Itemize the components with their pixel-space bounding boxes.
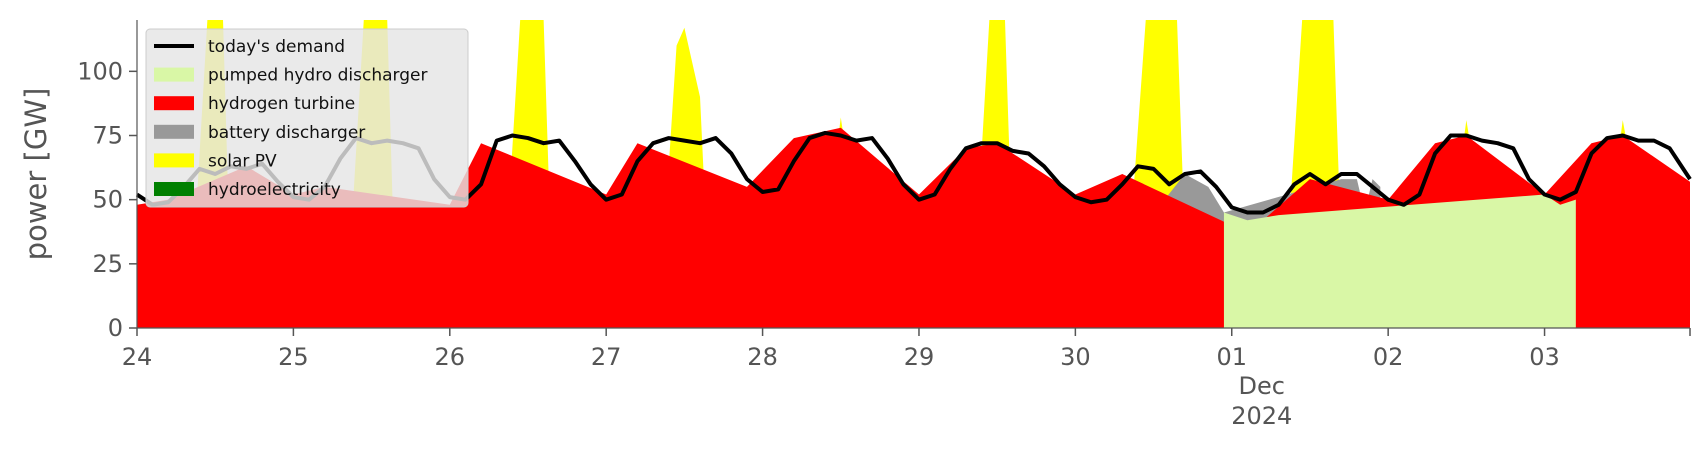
legend-swatch-battery-discharger <box>154 124 194 139</box>
y-tick-label: 25 <box>92 250 123 278</box>
x-tick-label: 01 <box>1216 343 1247 371</box>
legend-swatch-solar-pv <box>154 153 194 168</box>
legend-box <box>145 28 469 208</box>
x-month-label: Dec <box>1239 372 1285 400</box>
legend-label-hydroelectricity: hydroelectricity <box>208 180 341 200</box>
y-tick-label: 0 <box>108 314 123 342</box>
x-tick-label: 27 <box>591 343 622 371</box>
legend-swatch-hydroelectricity <box>154 182 194 196</box>
legend-label-hydrogen-turbine: hydrogen turbine <box>208 94 355 114</box>
y-tick-label: 100 <box>77 57 123 85</box>
legend-swatch-hydrogen-turbine <box>154 96 194 111</box>
x-tick-label: 24 <box>122 343 153 371</box>
x-tick-label: 25 <box>278 343 309 371</box>
legend: today's demand pumped hydro discharger hyd… <box>145 28 469 208</box>
area-series-group <box>137 20 1690 328</box>
x-year-label: 2024 <box>1231 402 1292 430</box>
y-tick-label: 50 <box>92 186 123 214</box>
x-tick-label: 30 <box>1060 343 1091 371</box>
area-pumped-hydro-discharger <box>1223 194 1576 328</box>
x-tick-label: 03 <box>1529 343 1560 371</box>
legend-label-battery-discharger: battery discharger <box>208 123 365 143</box>
x-tick-label: 02 <box>1373 343 1404 371</box>
x-tick-label: 28 <box>747 343 778 371</box>
y-axis-label: power [GW] <box>19 88 53 261</box>
legend-label-today-s-demand: today's demand <box>208 37 345 57</box>
x-tick-label: 29 <box>904 343 935 371</box>
y-tick-label: 75 <box>92 122 123 150</box>
x-tick-label: 26 <box>435 343 466 371</box>
legend-label-solar-pv: solar PV <box>208 151 277 171</box>
legend-swatch-pumped-hydro-discharger <box>154 67 194 82</box>
legend-label-pumped-hydro-discharger: pumped hydro discharger <box>208 66 427 86</box>
